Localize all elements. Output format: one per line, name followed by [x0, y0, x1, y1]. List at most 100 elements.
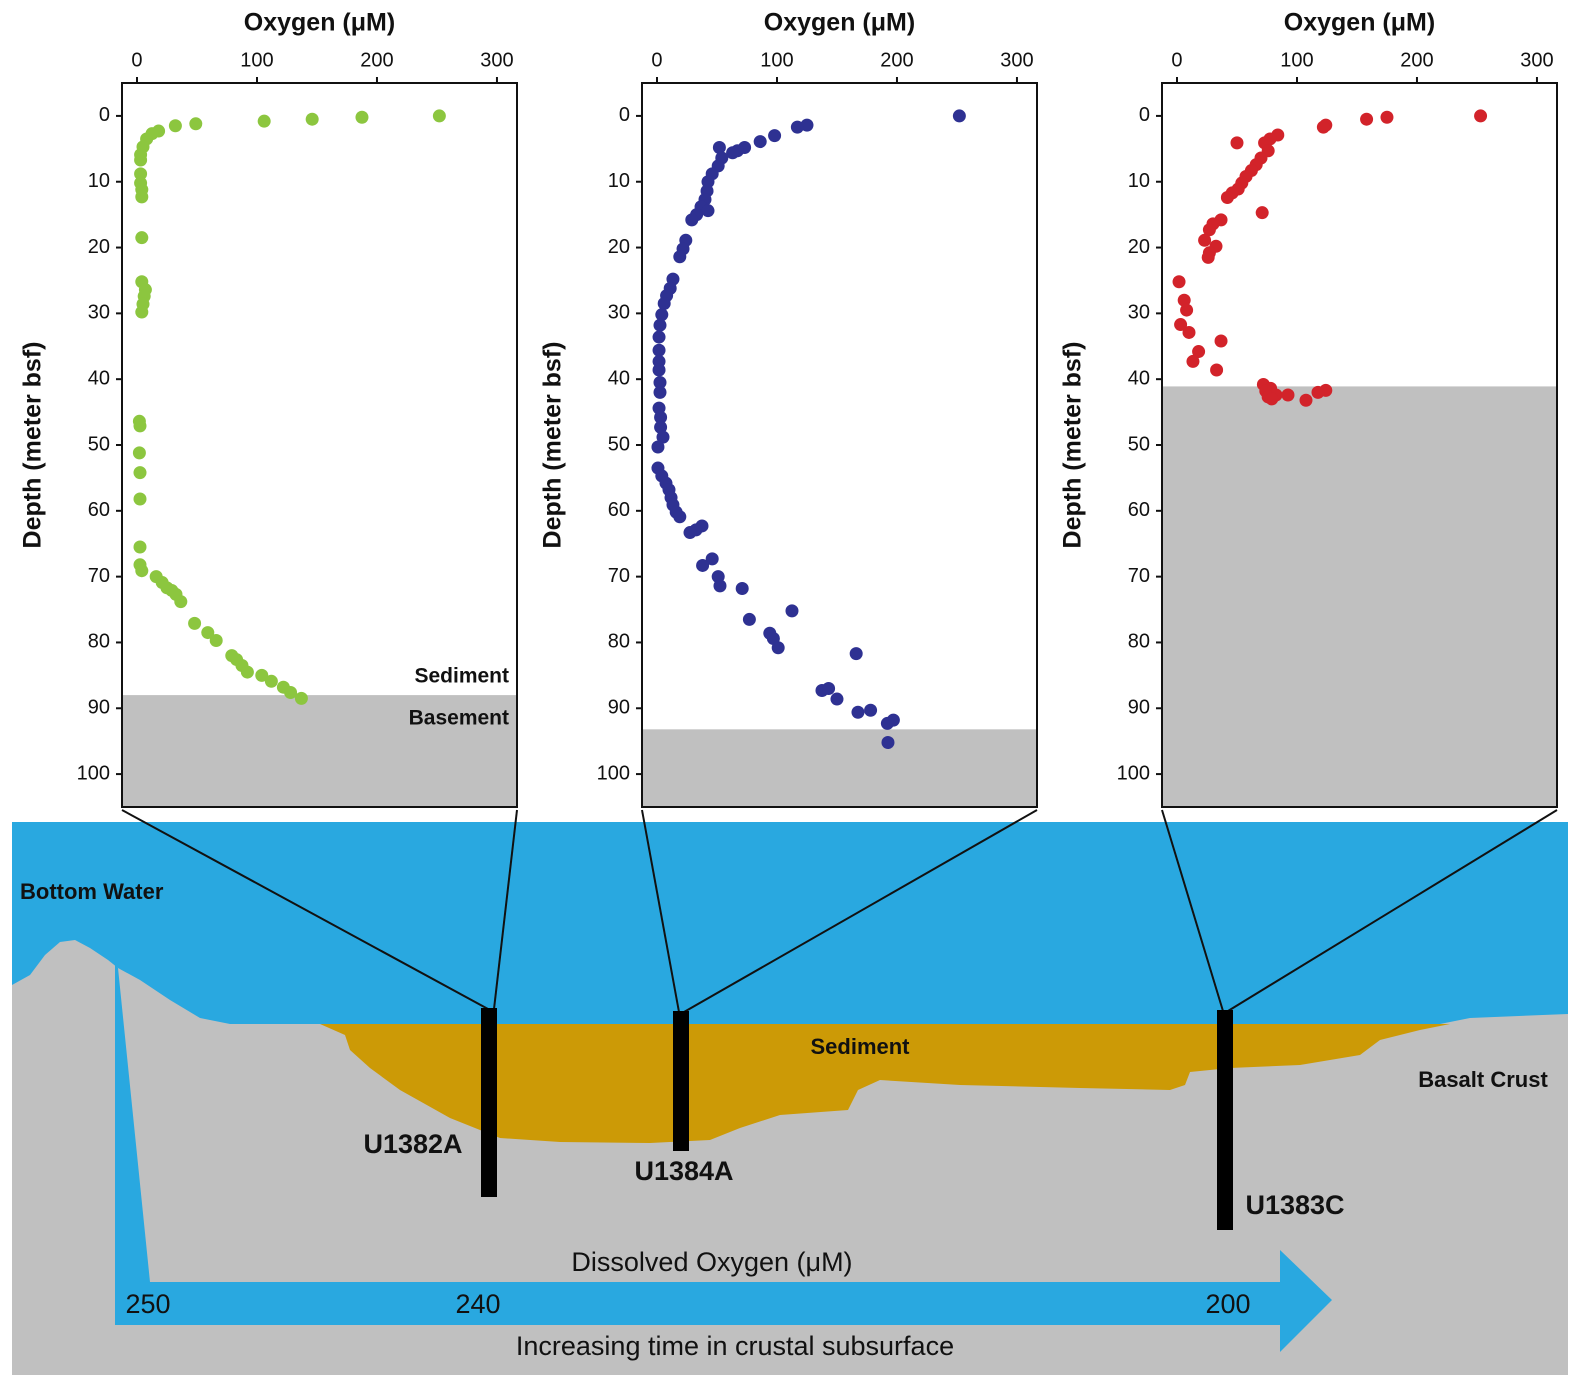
- data-point: [189, 117, 202, 130]
- data-point: [1215, 335, 1228, 348]
- data-point: [658, 297, 671, 310]
- basement: [1162, 386, 1557, 807]
- data-point: [881, 736, 894, 749]
- y-tick-label: 10: [1128, 170, 1150, 192]
- y-axis-title: Depth (meter bsf): [19, 342, 47, 549]
- data-point: [169, 119, 182, 132]
- data-point: [683, 526, 696, 539]
- x-tick-label: 200: [360, 49, 393, 71]
- data-point: [1311, 386, 1324, 399]
- figure: Bottom Water Sediment Basalt Crust U1382…: [0, 0, 1588, 1393]
- data-point: [881, 717, 894, 730]
- data-point: [135, 306, 148, 319]
- x-tick-label: 0: [131, 49, 142, 71]
- data-point: [1380, 111, 1393, 124]
- core-u1383c: [1217, 1010, 1233, 1230]
- y-tick-label: 90: [88, 697, 110, 719]
- data-point: [736, 582, 749, 595]
- y-tick-label: 60: [88, 499, 110, 521]
- y-tick-label: 60: [608, 499, 630, 521]
- y-tick-label: 80: [88, 631, 110, 653]
- y-tick-label: 90: [608, 697, 630, 719]
- x-axis-title: Oxygen (μM): [764, 9, 915, 37]
- annotation: Sediment: [414, 665, 509, 688]
- data-point: [822, 682, 835, 695]
- x-tick-label: 0: [1171, 49, 1182, 71]
- data-point: [174, 595, 187, 608]
- data-point: [768, 129, 781, 142]
- data-point: [133, 419, 146, 432]
- data-point: [355, 111, 368, 124]
- data-point: [1173, 275, 1186, 288]
- core-u1384a: [673, 1011, 689, 1151]
- data-point: [653, 319, 666, 332]
- data-point: [210, 634, 223, 647]
- water-label: Bottom Water: [20, 879, 164, 904]
- y-tick-label: 60: [1128, 499, 1150, 521]
- y-tick-label: 30: [88, 302, 110, 324]
- data-point: [1180, 304, 1193, 317]
- data-point: [772, 641, 785, 654]
- data-point: [653, 386, 666, 399]
- data-point: [953, 109, 966, 122]
- x-tick-label: 200: [880, 49, 913, 71]
- data-point: [1202, 251, 1215, 264]
- core-u1382a: [481, 1008, 497, 1197]
- sediment-label: Sediment: [810, 1034, 910, 1059]
- annotation: Basement: [409, 707, 509, 730]
- data-point: [651, 440, 664, 453]
- basement: [642, 729, 1037, 807]
- data-point: [1474, 109, 1487, 122]
- data-point: [1186, 355, 1199, 368]
- x-tick-label: 0: [651, 49, 662, 71]
- data-point: [135, 190, 148, 203]
- x-axis-title: Oxygen (μM): [1284, 9, 1435, 37]
- data-point: [791, 121, 804, 134]
- arrow-title: Dissolved Oxygen (μM): [571, 1247, 852, 1277]
- y-tick-label: 0: [619, 104, 630, 126]
- data-point: [134, 154, 147, 167]
- x-tick-label: 300: [1000, 49, 1033, 71]
- data-point: [673, 250, 686, 263]
- data-point: [133, 541, 146, 554]
- data-point: [830, 693, 843, 706]
- site-label: U1382A: [363, 1129, 462, 1159]
- y-tick-label: 40: [608, 367, 630, 389]
- y-tick-label: 100: [597, 762, 630, 784]
- y-tick-label: 70: [608, 565, 630, 587]
- data-point: [1182, 326, 1195, 339]
- data-point: [265, 675, 278, 688]
- x-tick-label: 100: [1280, 49, 1313, 71]
- y-tick-label: 100: [1117, 762, 1150, 784]
- y-tick-label: 30: [1128, 302, 1150, 324]
- x-axis-title: Oxygen (μM): [244, 9, 395, 37]
- data-point: [1198, 234, 1211, 247]
- arrow-value: 240: [455, 1289, 500, 1319]
- y-tick-label: 30: [608, 302, 630, 324]
- y-tick-label: 0: [99, 104, 110, 126]
- data-point: [696, 559, 709, 572]
- data-point: [241, 666, 254, 679]
- data-point: [1281, 388, 1294, 401]
- data-point: [864, 704, 877, 717]
- y-tick-label: 20: [1128, 236, 1150, 258]
- data-point: [754, 135, 767, 148]
- data-point: [1210, 363, 1223, 376]
- y-tick-label: 100: [77, 762, 110, 784]
- y-tick-label: 50: [88, 433, 110, 455]
- x-tick-label: 300: [480, 49, 513, 71]
- data-point: [851, 706, 864, 719]
- data-point: [306, 113, 319, 126]
- y-axis-title: Depth (meter bsf): [539, 342, 567, 549]
- data-point: [133, 466, 146, 479]
- data-point: [701, 204, 714, 217]
- data-point: [1299, 394, 1312, 407]
- data-point: [685, 213, 698, 226]
- data-point: [1317, 121, 1330, 134]
- y-tick-label: 10: [608, 170, 630, 192]
- data-point: [850, 647, 863, 660]
- arrow-value: 200: [1205, 1289, 1250, 1319]
- x-tick-label: 100: [760, 49, 793, 71]
- y-tick-label: 70: [88, 565, 110, 587]
- data-point: [295, 692, 308, 705]
